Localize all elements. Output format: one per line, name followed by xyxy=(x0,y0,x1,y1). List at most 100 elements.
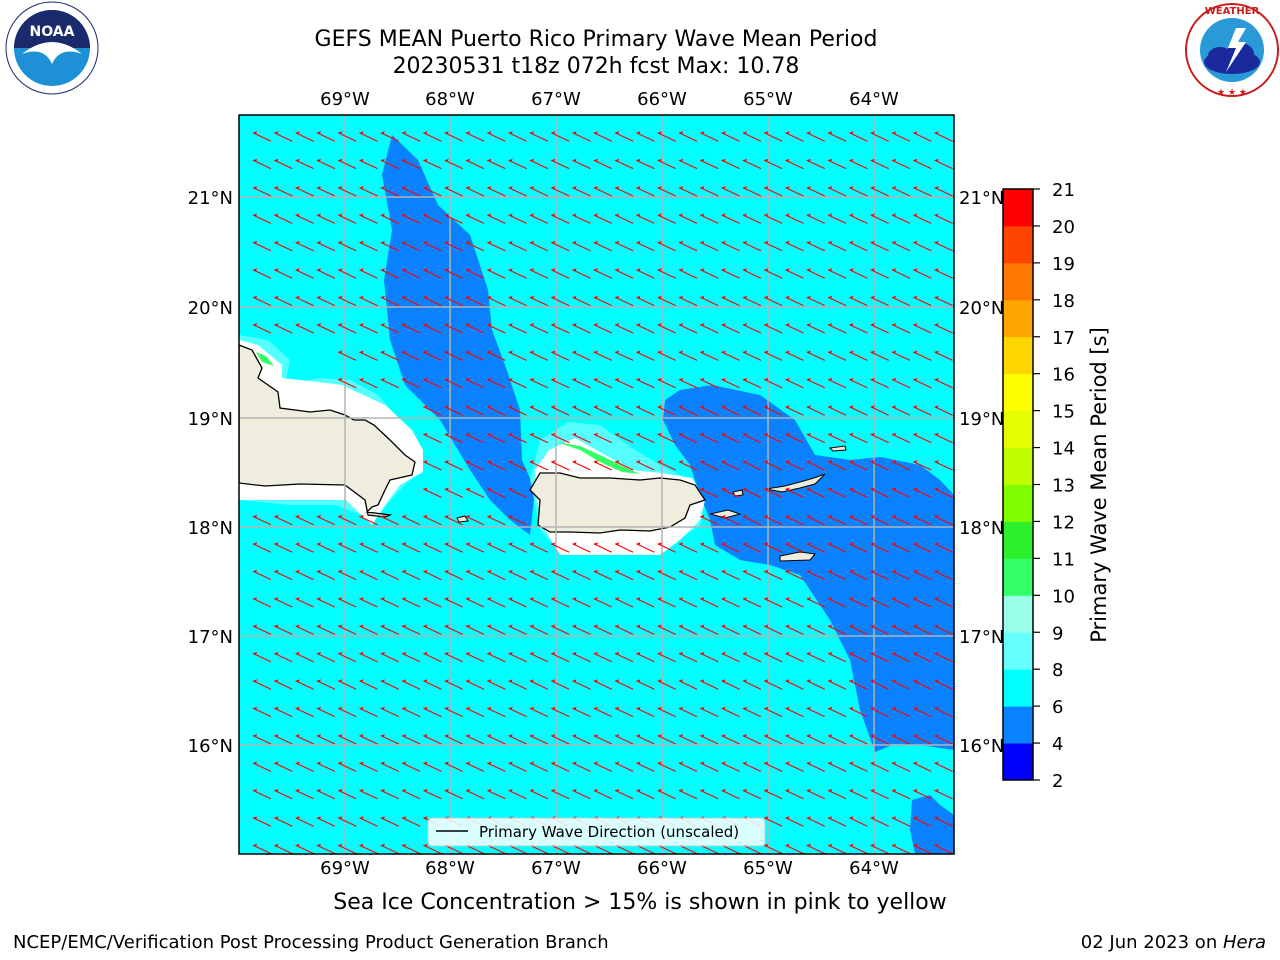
wave-arrowhead xyxy=(253,268,257,272)
wave-arrowhead xyxy=(742,323,747,327)
wave-arrowhead xyxy=(487,268,492,272)
wave-arrowhead xyxy=(466,569,470,573)
wave-arrowhead xyxy=(806,405,811,409)
wave-arrowhead xyxy=(380,569,385,573)
wave-arrowhead xyxy=(572,761,577,765)
wave-arrowhead xyxy=(679,542,683,546)
colorbar-tick-label: 6 xyxy=(1052,697,1063,718)
wave-arrowhead xyxy=(849,295,854,299)
wave-arrowhead xyxy=(849,186,854,190)
wave-arrowhead xyxy=(295,569,300,573)
wave-arrowhead xyxy=(295,788,300,793)
wave-arrowhead xyxy=(764,542,769,546)
wave-arrowhead xyxy=(551,323,556,327)
wave-arrowhead xyxy=(508,514,513,519)
wave-arrowhead xyxy=(466,734,470,738)
wave-arrowhead xyxy=(402,323,407,327)
wave-arrowhead xyxy=(253,131,257,135)
wave-arrowhead xyxy=(444,268,449,272)
wave-arrowhead xyxy=(806,597,811,601)
wave-arrowhead xyxy=(700,734,705,738)
wave-arrowhead xyxy=(721,514,726,519)
wave-arrowhead xyxy=(849,460,854,464)
wave-arrowhead xyxy=(529,350,534,354)
wave-arrowhead xyxy=(742,651,747,656)
wave-arrowhead xyxy=(508,487,513,491)
lat-label-left: 18°N xyxy=(188,518,233,539)
wave-arrowhead xyxy=(487,323,492,327)
wave-arrowhead xyxy=(338,843,343,847)
wave-arrowhead xyxy=(508,405,513,409)
wave-arrowhead xyxy=(551,597,556,601)
wave-arrowhead xyxy=(529,679,534,683)
svg-text:★ ★ ★: ★ ★ ★ xyxy=(1217,88,1247,98)
wave-arrowhead xyxy=(274,761,279,765)
wave-arrowhead xyxy=(806,679,811,683)
wave-arrowhead xyxy=(380,240,385,245)
wave-arrowhead xyxy=(402,679,407,683)
wave-arrowhead xyxy=(636,377,641,382)
wave-arrowhead xyxy=(785,240,790,245)
wave-arrowhead xyxy=(316,514,321,519)
wave-arrowhead xyxy=(785,350,790,354)
hispaniola-land xyxy=(239,344,416,518)
wave-arrowhead xyxy=(849,679,854,683)
colorbar-tick-label: 10 xyxy=(1052,586,1075,607)
wave-arrowhead xyxy=(806,460,811,464)
wave-arrowhead xyxy=(657,295,662,299)
wave-arrowhead xyxy=(253,843,257,847)
wave-arrowhead xyxy=(551,213,556,217)
wave-arrowhead xyxy=(253,788,257,793)
wave-arrowhead xyxy=(380,816,385,820)
colorbar-segment xyxy=(1003,706,1033,744)
wave-arrowhead xyxy=(402,186,407,190)
latitude-labels-left: 21°N 20°N 19°N 18°N 17°N 16°N xyxy=(188,188,233,757)
wave-arrowhead xyxy=(316,295,321,299)
wave-arrowhead xyxy=(764,405,769,409)
wave-arrowhead xyxy=(742,761,747,765)
wave-arrowhead xyxy=(764,432,769,436)
wave-arrowhead xyxy=(913,268,918,272)
wave-arrowhead xyxy=(636,734,641,738)
wave-arrowhead xyxy=(423,268,428,272)
wave-arrowhead xyxy=(785,651,790,656)
wave-arrowhead xyxy=(274,734,279,738)
wave-arrowhead xyxy=(444,542,449,546)
wave-arrowhead xyxy=(764,651,769,656)
wave-arrowhead xyxy=(892,268,896,272)
wave-arrowhead xyxy=(742,460,747,464)
wave-arrowhead xyxy=(274,158,279,162)
wave-arrowhead xyxy=(679,350,683,354)
wave-arrowhead xyxy=(316,268,321,272)
chart-title: GEFS MEAN Puerto Rico Primary Wave Mean … xyxy=(314,27,878,52)
wave-arrowhead xyxy=(423,514,428,519)
wave-arrowhead xyxy=(657,240,662,245)
wave-arrowhead xyxy=(849,761,854,765)
wave-arrowhead xyxy=(316,679,321,683)
wave-arrowhead xyxy=(338,706,343,710)
map-frame xyxy=(238,114,955,855)
wave-arrowhead xyxy=(700,761,705,765)
lat-label-left: 16°N xyxy=(188,736,233,757)
wave-arrowhead xyxy=(529,569,534,573)
wave-arrowhead xyxy=(764,350,769,354)
wave-arrowhead xyxy=(274,624,279,628)
wave-arrowhead xyxy=(870,788,875,793)
wave-arrowhead xyxy=(444,350,449,354)
wave-arrowhead xyxy=(785,295,790,299)
wave-arrowhead xyxy=(572,788,577,793)
wave-arrowhead xyxy=(359,597,364,601)
wave-arrowhead xyxy=(338,377,343,382)
lat-label-left: 19°N xyxy=(188,409,233,430)
wave-arrowhead xyxy=(934,432,939,436)
wave-arrowhead xyxy=(700,460,705,464)
wave-arrowhead xyxy=(508,186,513,190)
wave-arrowhead xyxy=(423,597,428,601)
wave-arrowhead xyxy=(721,268,726,272)
wave-arrowhead xyxy=(423,158,428,162)
wave-arrowhead xyxy=(572,158,577,162)
wave-arrowhead xyxy=(892,843,896,847)
wave-arrowhead xyxy=(806,761,811,765)
colorbar-tick-label: 21 xyxy=(1052,180,1075,201)
wave-arrowhead xyxy=(785,487,790,491)
